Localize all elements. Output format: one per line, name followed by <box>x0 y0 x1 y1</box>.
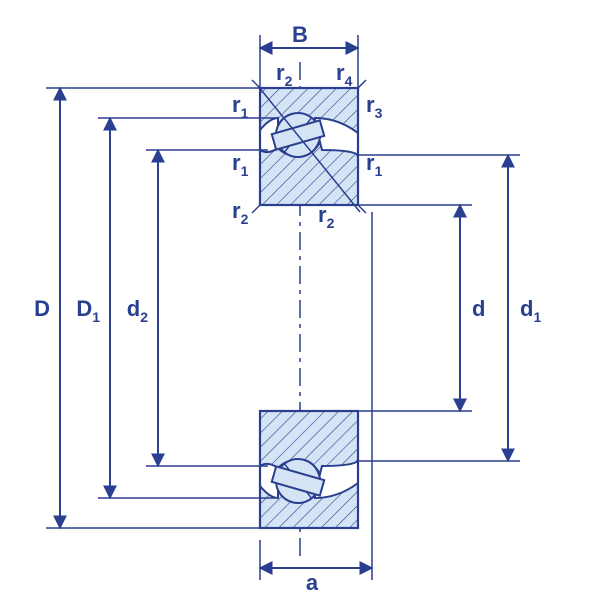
dim-a: a <box>260 212 372 595</box>
svg-text:d1: d1 <box>520 296 541 325</box>
svg-text:r2: r2 <box>318 202 335 231</box>
label-a: a <box>306 570 319 595</box>
svg-text:d2: d2 <box>127 296 148 325</box>
bearing-top <box>258 86 360 212</box>
svg-text:r2: r2 <box>276 60 293 89</box>
dim-d1: d1 <box>356 155 541 461</box>
svg-text:r4: r4 <box>336 60 353 89</box>
label-d1: d <box>520 296 533 321</box>
label-d2: d <box>127 296 140 321</box>
label-D1: D <box>76 296 92 321</box>
dim-d2: d2 <box>127 150 268 466</box>
label-d: d <box>472 296 485 321</box>
dim-d: d <box>356 205 485 411</box>
bearing-bottom <box>260 411 358 528</box>
bearing-diagram: .st { stroke:#2a3f8f; stroke-width:2.5; … <box>0 0 600 600</box>
dim-D: D <box>34 88 262 528</box>
label-B: B <box>292 22 308 47</box>
svg-text:D1: D1 <box>76 296 100 325</box>
label-D: D <box>34 296 50 321</box>
svg-text:r2: r2 <box>232 198 249 227</box>
svg-text:r3: r3 <box>366 92 383 121</box>
svg-text:r1: r1 <box>232 150 249 179</box>
svg-text:r1: r1 <box>232 92 249 121</box>
